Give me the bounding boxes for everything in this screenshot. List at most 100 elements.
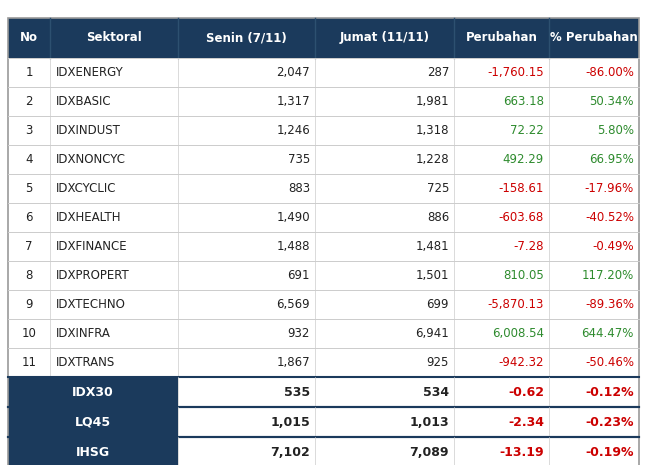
Text: 810.05: 810.05 xyxy=(503,269,544,282)
Text: -89.36%: -89.36% xyxy=(585,298,634,311)
Bar xyxy=(549,18,639,58)
Text: -50.46%: -50.46% xyxy=(585,356,634,369)
Bar xyxy=(8,232,639,261)
Text: 11: 11 xyxy=(21,356,36,369)
Text: 10: 10 xyxy=(21,327,36,340)
Text: IDXNONCYC: IDXNONCYC xyxy=(56,153,126,166)
Text: 644.47%: 644.47% xyxy=(582,327,634,340)
Text: 1,481: 1,481 xyxy=(415,240,449,253)
Text: 6,569: 6,569 xyxy=(276,298,310,311)
Text: 535: 535 xyxy=(284,385,310,399)
Text: IDXENERGY: IDXENERGY xyxy=(56,66,124,79)
Text: 7,102: 7,102 xyxy=(270,445,310,458)
Bar xyxy=(8,203,639,232)
Text: 492.29: 492.29 xyxy=(503,153,544,166)
Text: IDXPROPERT: IDXPROPERT xyxy=(56,269,130,282)
Text: IDXINFRA: IDXINFRA xyxy=(56,327,111,340)
Text: 534: 534 xyxy=(423,385,449,399)
Text: 1,867: 1,867 xyxy=(276,356,310,369)
Text: IDXINDUST: IDXINDUST xyxy=(56,124,121,137)
Bar xyxy=(8,116,639,145)
Text: % Perubahan: % Perubahan xyxy=(550,32,638,45)
Text: -86.00%: -86.00% xyxy=(585,66,634,79)
Text: 4: 4 xyxy=(25,153,33,166)
Text: Senin (7/11): Senin (7/11) xyxy=(206,32,287,45)
Text: Jumat (11/11): Jumat (11/11) xyxy=(340,32,430,45)
Text: 883: 883 xyxy=(288,182,310,195)
Text: -0.23%: -0.23% xyxy=(586,416,634,429)
Text: 1,015: 1,015 xyxy=(270,416,310,429)
Text: IDXFINANCE: IDXFINANCE xyxy=(56,240,127,253)
Text: 2: 2 xyxy=(25,95,33,108)
Text: 117.20%: 117.20% xyxy=(582,269,634,282)
Text: 1,488: 1,488 xyxy=(276,240,310,253)
Text: Perubahan: Perubahan xyxy=(466,32,538,45)
Bar xyxy=(8,18,50,58)
Text: 699: 699 xyxy=(426,298,449,311)
Text: -13.19: -13.19 xyxy=(499,445,544,458)
Bar xyxy=(50,18,178,58)
Bar xyxy=(8,407,178,437)
Text: 1,317: 1,317 xyxy=(276,95,310,108)
Text: Sektoral: Sektoral xyxy=(86,32,142,45)
Text: 287: 287 xyxy=(426,66,449,79)
Text: 66.95%: 66.95% xyxy=(589,153,634,166)
Text: -0.49%: -0.49% xyxy=(593,240,634,253)
Text: IDXCYCLIC: IDXCYCLIC xyxy=(56,182,116,195)
Text: -2.34: -2.34 xyxy=(508,416,544,429)
Text: 72.22: 72.22 xyxy=(510,124,544,137)
Text: -603.68: -603.68 xyxy=(499,211,544,224)
Bar xyxy=(8,58,639,87)
Bar xyxy=(8,174,639,203)
Text: 663.18: 663.18 xyxy=(503,95,544,108)
Text: 886: 886 xyxy=(427,211,449,224)
Text: 5.80%: 5.80% xyxy=(597,124,634,137)
Text: -158.61: -158.61 xyxy=(499,182,544,195)
Bar xyxy=(178,437,639,465)
Text: IHSG: IHSG xyxy=(76,445,110,458)
Bar xyxy=(178,377,639,407)
Text: -0.19%: -0.19% xyxy=(586,445,634,458)
Text: -942.32: -942.32 xyxy=(498,356,544,369)
Bar xyxy=(8,377,178,407)
Text: 1,501: 1,501 xyxy=(415,269,449,282)
Text: 691: 691 xyxy=(287,269,310,282)
Text: 6,941: 6,941 xyxy=(415,327,449,340)
Text: LQ45: LQ45 xyxy=(75,416,111,429)
Text: 6: 6 xyxy=(25,211,33,224)
Text: 8: 8 xyxy=(25,269,33,282)
Text: 2,047: 2,047 xyxy=(276,66,310,79)
Text: -0.62: -0.62 xyxy=(508,385,544,399)
Bar xyxy=(315,18,454,58)
Text: -0.12%: -0.12% xyxy=(586,385,634,399)
Bar xyxy=(8,319,639,348)
Text: 725: 725 xyxy=(426,182,449,195)
Bar xyxy=(8,145,639,174)
Text: 1,228: 1,228 xyxy=(415,153,449,166)
Text: IDXHEALTH: IDXHEALTH xyxy=(56,211,122,224)
Text: 1,013: 1,013 xyxy=(410,416,449,429)
Text: 5: 5 xyxy=(25,182,33,195)
Text: -7.28: -7.28 xyxy=(514,240,544,253)
Text: 1,318: 1,318 xyxy=(415,124,449,137)
Text: 1,490: 1,490 xyxy=(276,211,310,224)
Text: 1: 1 xyxy=(25,66,33,79)
Bar xyxy=(178,18,315,58)
Text: IDXBASIC: IDXBASIC xyxy=(56,95,112,108)
Bar xyxy=(8,437,178,465)
Bar xyxy=(178,407,639,437)
Text: 3: 3 xyxy=(25,124,33,137)
Text: -17.96%: -17.96% xyxy=(585,182,634,195)
Text: 6,008.54: 6,008.54 xyxy=(492,327,544,340)
Text: -1,760.15: -1,760.15 xyxy=(487,66,544,79)
Bar xyxy=(8,87,639,116)
Bar xyxy=(8,261,639,290)
Text: 925: 925 xyxy=(426,356,449,369)
Bar xyxy=(454,18,549,58)
Text: 1,981: 1,981 xyxy=(415,95,449,108)
Text: 9: 9 xyxy=(25,298,33,311)
Text: IDX30: IDX30 xyxy=(72,385,114,399)
Text: 735: 735 xyxy=(288,153,310,166)
Text: 7,089: 7,089 xyxy=(410,445,449,458)
Text: -40.52%: -40.52% xyxy=(585,211,634,224)
